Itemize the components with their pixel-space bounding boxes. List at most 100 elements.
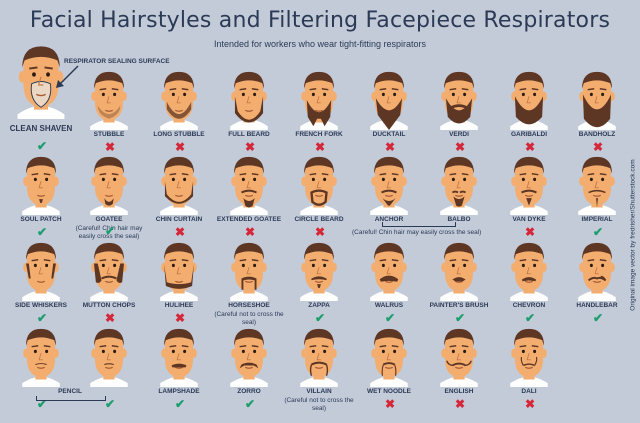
face-illustration <box>503 327 555 387</box>
face-illustration <box>503 241 555 301</box>
hairstyle-caution-note: (Careful! Chin hair may easily cross the… <box>75 225 143 240</box>
face-illustration <box>153 241 205 301</box>
hairstyle-label: LONG STUBBLE <box>153 131 205 138</box>
hairstyle-label: VERDI <box>449 131 469 138</box>
pencil-label: PENCIL <box>58 388 82 395</box>
hairstyle-label: LAMPSHADE <box>158 388 200 395</box>
hairstyle-label: WET NOODLE <box>366 388 412 395</box>
face-illustration <box>83 70 135 130</box>
incompatible-x-icon: ✖ <box>244 225 256 239</box>
incompatible-x-icon: ✖ <box>524 140 536 154</box>
face-illustration <box>293 155 345 215</box>
hairstyle-label: ENGLISH <box>444 388 474 395</box>
hairstyle-label: MUTTON CHOPS <box>82 302 136 309</box>
face-illustration <box>503 70 555 130</box>
compatible-check-icon: ✔ <box>104 224 116 238</box>
pencil-bracket <box>36 396 106 401</box>
compatible-check-icon: ✔ <box>384 311 396 325</box>
incompatible-x-icon: ✖ <box>244 140 256 154</box>
page-title: Facial Hairstyles and Filtering Facepiec… <box>29 8 611 33</box>
compatible-check-icon: ✔ <box>104 397 116 411</box>
face-illustration <box>9 44 74 119</box>
hairstyle-label: HULIHEE <box>164 302 194 309</box>
face-illustration <box>153 70 205 130</box>
page-subtitle: Intended for workers who wear tight-fitt… <box>213 39 427 49</box>
hairstyle-label: FRENCH FORK <box>295 131 343 138</box>
face-illustration <box>223 70 275 130</box>
hairstyle-label: WALRUS <box>374 302 404 309</box>
incompatible-x-icon: ✖ <box>384 140 396 154</box>
incompatible-x-icon: ✖ <box>174 225 186 239</box>
hairstyle-label: GARIBALDI <box>510 131 548 138</box>
hairstyle-label: CHIN CURTAIN <box>155 216 203 223</box>
face-illustration <box>363 241 415 301</box>
face-illustration <box>433 70 485 130</box>
hairstyle-label: DUCKTAIL <box>372 131 406 138</box>
image-credit-text: Original image vector by fredrisher/Shut… <box>629 159 637 311</box>
face-illustration <box>15 155 67 215</box>
hairstyle-label: EXTENDED GOATEE <box>216 216 282 223</box>
face-illustration <box>153 155 205 215</box>
face-illustration <box>83 155 135 215</box>
incompatible-x-icon: ✖ <box>174 140 186 154</box>
image-credit: Original image vector by fredrisher/Shut… <box>626 150 640 320</box>
respirator-sealing-surface-annotation: RESPIRATOR SEALING SURFACE <box>64 58 170 65</box>
hairstyle-label: CIRCLE BEARD <box>294 216 344 223</box>
incompatible-x-icon: ✖ <box>454 140 466 154</box>
compatible-check-icon: ✔ <box>36 139 48 153</box>
face-illustration <box>433 327 485 387</box>
face-illustration <box>571 155 623 215</box>
face-illustration <box>503 155 555 215</box>
compatible-check-icon: ✔ <box>524 311 536 325</box>
face-illustration <box>363 327 415 387</box>
incompatible-x-icon: ✖ <box>174 311 186 325</box>
hairstyle-label: ZORRO <box>237 388 261 395</box>
hairstyle-label: VILLAIN <box>306 388 332 395</box>
hairstyle-caution-note: (Careful not to cross the seal) <box>214 311 284 326</box>
face-illustration <box>293 241 345 301</box>
face-illustration <box>153 327 205 387</box>
face-illustration <box>223 155 275 215</box>
compatible-check-icon: ✔ <box>592 311 604 325</box>
face-illustration <box>363 70 415 130</box>
face-illustration <box>571 70 623 130</box>
hairstyle-label: HORSESHOE <box>228 302 270 309</box>
hairstyle-label: SIDE WHISKERS <box>14 302 67 309</box>
face-illustration <box>293 70 345 130</box>
compatible-check-icon: ✔ <box>36 397 48 411</box>
face-illustration <box>15 327 67 387</box>
face-illustration <box>433 241 485 301</box>
compatible-check-icon: ✔ <box>454 311 466 325</box>
hairstyle-label: HANDLEBAR <box>576 302 618 309</box>
compatible-check-icon: ✔ <box>592 225 604 239</box>
hairstyle-label: VAN DYKE <box>512 216 546 223</box>
face-illustration <box>363 155 415 215</box>
compatible-check-icon: ✔ <box>314 311 326 325</box>
face-illustration <box>293 327 345 387</box>
hairstyle-label: IMPERIAL <box>581 216 613 223</box>
hairstyle-label: BANDHOLZ <box>578 131 616 138</box>
hairstyle-label: GOATEE <box>95 216 123 223</box>
hairstyle-caution-note: (Careful not to cross the seal) <box>284 397 354 412</box>
hairstyle-label: CLEAN SHAVEN <box>9 124 73 133</box>
face-illustration <box>433 155 485 215</box>
incompatible-x-icon: ✖ <box>104 311 116 325</box>
incompatible-x-icon: ✖ <box>104 140 116 154</box>
face-illustration <box>223 241 275 301</box>
annotation-arrow-icon <box>56 65 79 88</box>
hairstyle-label: SOUL PATCH <box>20 216 62 223</box>
face-illustration <box>83 327 135 387</box>
hairstyle-label: STUBBLE <box>93 131 125 138</box>
compatible-check-icon: ✔ <box>244 397 256 411</box>
anchor-balbo-bracket <box>382 222 456 227</box>
incompatible-x-icon: ✖ <box>384 397 396 411</box>
hairstyle-label: FULL BEARD <box>228 131 270 138</box>
incompatible-x-icon: ✖ <box>592 140 604 154</box>
face-illustration <box>223 327 275 387</box>
hairstyle-label: CHEVRON <box>512 302 546 309</box>
hairstyle-label: ZAPPA <box>308 302 330 309</box>
compatible-check-icon: ✔ <box>174 397 186 411</box>
face-illustration <box>83 241 135 301</box>
face-illustration <box>571 241 623 301</box>
